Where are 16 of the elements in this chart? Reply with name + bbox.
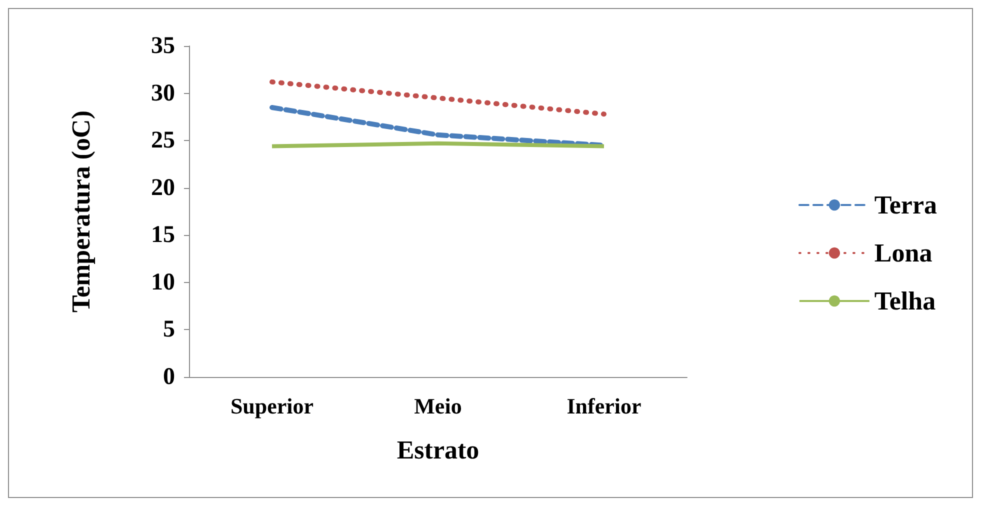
x-tick-label: Superior xyxy=(230,394,314,418)
x-axis-title: Estrato xyxy=(396,436,480,464)
y-axis-title: Temperatura (oC) xyxy=(66,110,96,312)
y-tick-label: 15 xyxy=(151,222,175,248)
y-tick-label: 25 xyxy=(151,128,175,154)
legend-label: Terra xyxy=(874,190,938,220)
legend-label: Telha xyxy=(874,286,936,316)
y-tick-label: 5 xyxy=(163,316,175,343)
y-tick-label: 20 xyxy=(151,174,175,201)
legend-label: Lona xyxy=(874,238,932,268)
x-tick-label: Meio xyxy=(414,394,462,418)
y-tick-label: 35 xyxy=(151,33,175,59)
y-tick-label: 30 xyxy=(151,80,175,106)
y-tick-label: 0 xyxy=(163,364,175,390)
x-tick-label: Inferior xyxy=(566,394,642,418)
y-tick-label: 10 xyxy=(151,269,175,296)
